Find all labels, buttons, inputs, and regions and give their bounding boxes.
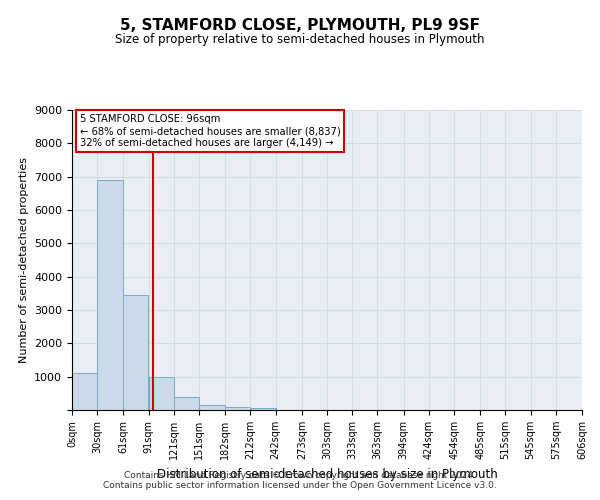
Bar (124, 295, 148, 410)
Text: 5 STAMFORD CLOSE: 96sqm
← 68% of semi-detached houses are smaller (8,837)
32% of: 5 STAMFORD CLOSE: 96sqm ← 68% of semi-de… (80, 114, 340, 148)
Bar (72, 374, 97, 410)
Bar (149, 376, 174, 410)
X-axis label: Distribution of semi-detached houses by size in Plymouth: Distribution of semi-detached houses by … (157, 468, 497, 480)
Y-axis label: Number of semi-detached properties: Number of semi-detached properties (19, 157, 29, 363)
Bar (225, 407, 250, 410)
Text: 5, STAMFORD CLOSE, PLYMOUTH, PL9 9SF: 5, STAMFORD CLOSE, PLYMOUTH, PL9 9SF (120, 18, 480, 32)
Bar (251, 408, 275, 410)
Bar (174, 396, 199, 410)
Bar (97, 180, 123, 410)
Text: Size of property relative to semi-detached houses in Plymouth: Size of property relative to semi-detach… (115, 32, 485, 46)
Bar (199, 405, 225, 410)
Text: Contains HM Land Registry data © Crown copyright and database right 2024.
Contai: Contains HM Land Registry data © Crown c… (103, 470, 497, 490)
